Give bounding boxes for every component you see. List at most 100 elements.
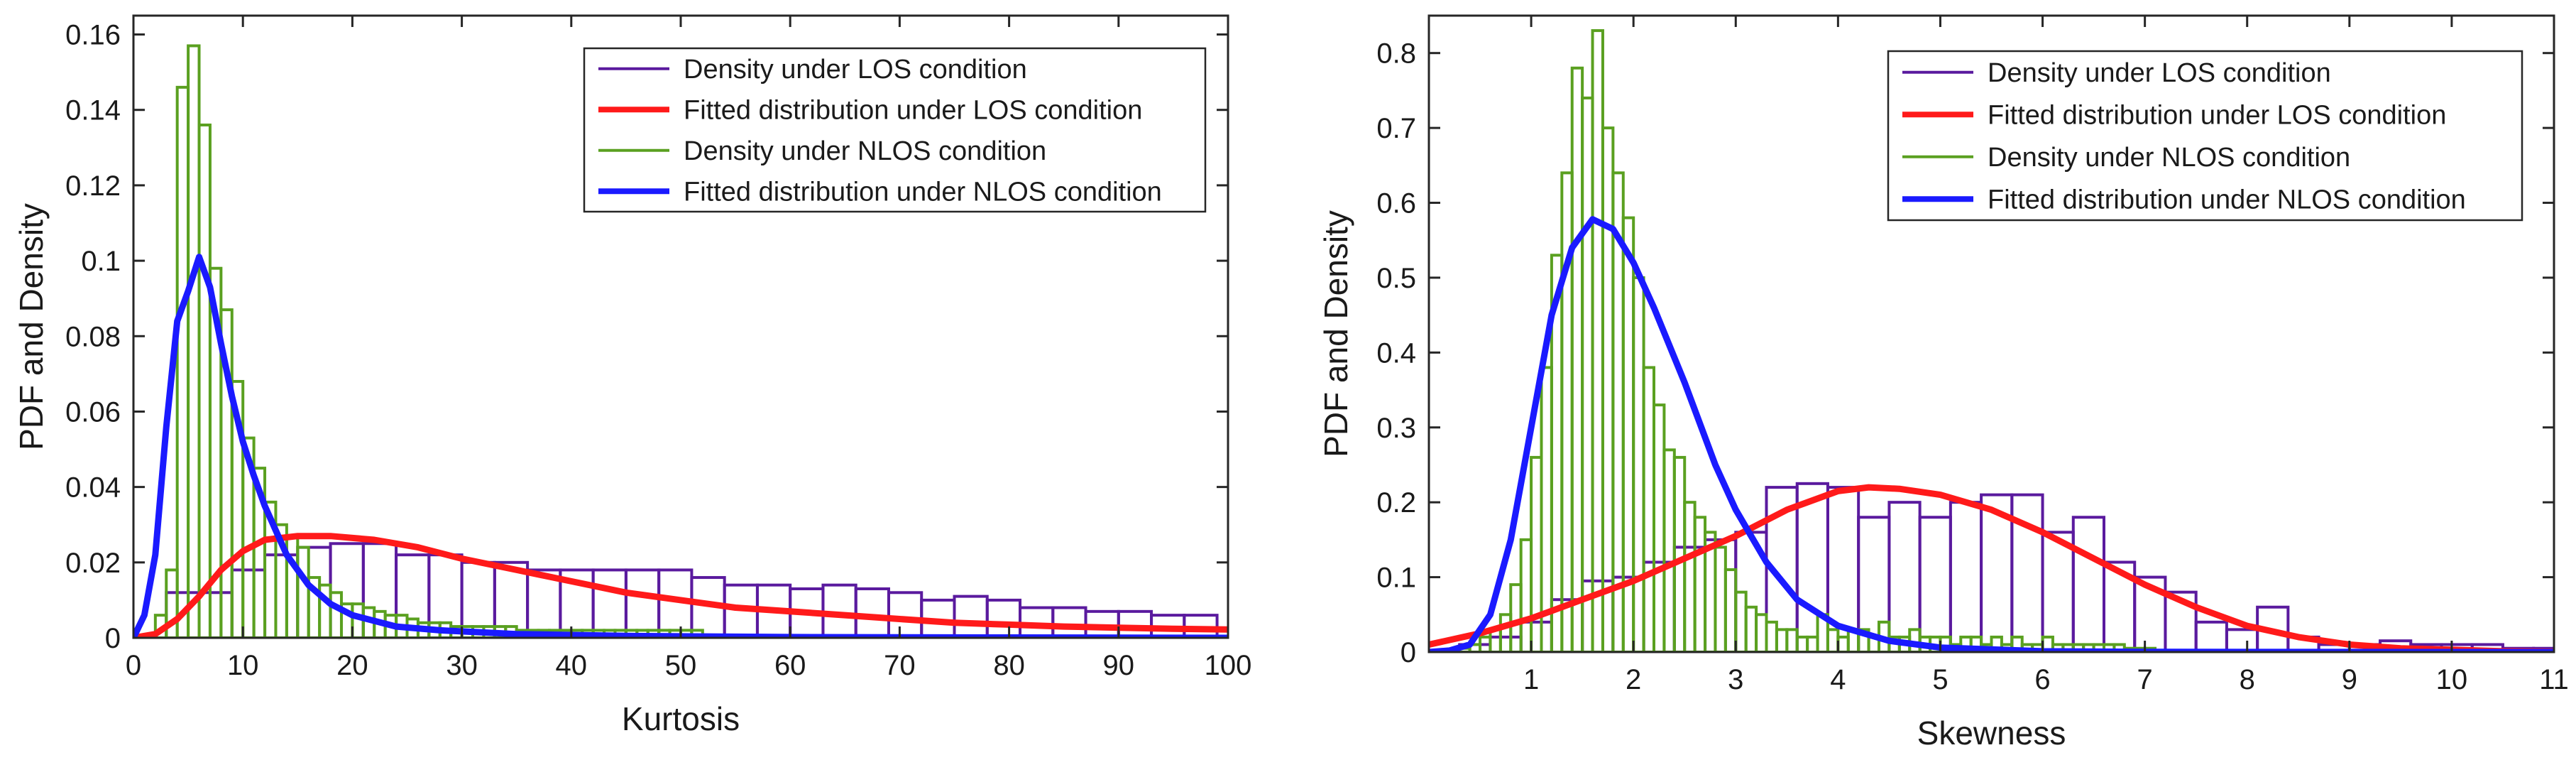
histogram-bar (1489, 635, 1523, 652)
histogram-bar (1723, 568, 1738, 652)
y-tick-label: 0 (1401, 637, 1416, 668)
histogram-bar (1591, 29, 1604, 652)
histogram-bar (1051, 606, 1087, 638)
histogram-bar (1806, 635, 1819, 652)
histogram-bar (953, 595, 989, 638)
y-tick-label: 0.7 (1376, 113, 1416, 144)
legend-label: Density under NLOS condition (684, 136, 1046, 166)
legend-label: Density under NLOS condition (1988, 143, 2350, 173)
y-tick-label: 0.1 (1376, 563, 1416, 594)
x-tick-label: 50 (665, 650, 697, 681)
x-tick-label: 11 (2539, 664, 2569, 695)
histogram-bar (1795, 635, 1809, 652)
histogram-bar (329, 542, 365, 638)
x-tick-label: 3 (1728, 664, 1743, 695)
histogram-bar (1949, 501, 1983, 652)
legend-label: Fitted distribution under NLOS condition (1988, 185, 2466, 215)
histogram-bar (2041, 531, 2075, 652)
y-tick-label: 0.02 (65, 548, 121, 579)
x-tick-label: 7 (2137, 664, 2153, 695)
x-tick-label: 20 (336, 650, 368, 681)
histogram-bar (1632, 276, 1645, 652)
plot-area (133, 44, 1228, 638)
nlos-fitted-curve (1429, 216, 2554, 652)
histogram-bar (1570, 66, 1584, 652)
legend-box (583, 47, 1207, 213)
histogram-bar (1519, 538, 1533, 652)
x-tick-label: 1 (1523, 664, 1539, 695)
histogram-bar (2225, 628, 2259, 652)
x-tick-label: 8 (2240, 664, 2255, 695)
x-tick-label: 100 (1205, 650, 1252, 681)
y-tick-label: 0.04 (65, 472, 121, 504)
los-density-histogram (1458, 482, 2554, 652)
x-tick-label: 30 (446, 650, 478, 681)
histogram-bar (329, 591, 343, 638)
x-tick-label: 9 (2342, 664, 2357, 695)
y-tick-label: 0.6 (1376, 188, 1416, 219)
x-tick-label: 2 (1626, 664, 1641, 695)
y-tick-label: 0.12 (65, 170, 121, 202)
x-tick-label: 40 (556, 650, 588, 681)
y-axis-label: PDF and Density (13, 203, 50, 450)
legend-box (1887, 50, 2523, 222)
x-tick-label: 6 (2034, 664, 2050, 695)
histogram-bar (591, 568, 627, 638)
legend-label: Density under LOS condition (1988, 58, 2331, 88)
axes-frame (1427, 14, 2555, 653)
x-axis: 1 2 3 4 5 6 7 8 9 10 11 (1523, 16, 2569, 695)
y-tick-label: 0.3 (1376, 413, 1416, 444)
histogram-bar (887, 591, 923, 638)
x-tick-label: 80 (993, 650, 1025, 681)
histogram-bar (1836, 635, 1850, 652)
histogram-bar (1672, 455, 1687, 652)
y-tick-label: 0.2 (1376, 487, 1416, 519)
x-axis: 0 10 20 30 40 50 60 70 80 90 100 (126, 16, 1252, 681)
legend: Density under LOS condition Fitted distri… (583, 47, 1207, 213)
histogram-bar (1498, 613, 1513, 652)
histogram-bar (1653, 403, 1666, 652)
histogram-bar (1918, 516, 1952, 652)
y-tick-label: 0.14 (65, 95, 121, 126)
histogram-bar (1693, 516, 1707, 652)
histogram-bar (1775, 628, 1789, 652)
plot-area (1429, 29, 2554, 652)
nlos-fitted-curve (133, 254, 1228, 638)
histogram-bar (296, 545, 310, 638)
histogram-bar (1581, 96, 1594, 652)
y-axis: 0 0.02 0.04 0.06 0.08 0.1 0.12 0.14 0.16 (65, 20, 1228, 654)
histogram-bar (230, 568, 267, 638)
histogram-bar (1765, 620, 1778, 652)
histogram-bar (187, 44, 201, 638)
y-tick-label: 0.08 (65, 321, 121, 352)
nlos-density-histogram (1458, 29, 2157, 652)
los-fitted-curve (133, 533, 1228, 638)
histogram-bar (2194, 620, 2228, 652)
y-tick-label: 0.16 (65, 20, 121, 51)
legend-label: Fitted distribution under LOS condition (684, 95, 1142, 125)
x-tick-label: 90 (1103, 650, 1135, 681)
histogram-bar (197, 123, 212, 638)
y-tick-label: 0.8 (1376, 38, 1416, 70)
histogram-bar (197, 591, 234, 638)
histogram-bar (1826, 628, 1840, 652)
histogram-bar (1744, 605, 1758, 652)
y-tick-label: 0.5 (1376, 263, 1416, 294)
legend-label: Fitted distribution under LOS condition (1988, 100, 2446, 130)
y-tick-label: 0.4 (1376, 337, 1416, 369)
chart-panel-1: 0 10 20 30 40 50 60 70 80 90 10000.020.040.060.080… (13, 14, 1252, 737)
x-tick-label: 5 (1932, 664, 1948, 695)
los-fitted-curve (1429, 484, 2554, 652)
histogram-bar (1683, 501, 1697, 652)
y-tick-label: 0.1 (81, 246, 121, 277)
histogram-bar (985, 598, 1022, 638)
legend: Density under LOS condition Fitted distri… (1887, 50, 2523, 222)
x-tick-label: 60 (774, 650, 806, 681)
x-tick-label: 10 (2436, 664, 2468, 695)
histogram-bar (1755, 613, 1768, 652)
histogram-bar (1704, 538, 1738, 652)
chart-panel-2: 1 2 3 4 5 6 7 8 9 10 11 0 0.1 0.2 0.3 0.4 0.5 0.6 0.7 0.8 Sk… (1317, 14, 2569, 751)
x-axis-label: Skewness (1917, 715, 2066, 751)
histogram-bar (1601, 126, 1615, 652)
